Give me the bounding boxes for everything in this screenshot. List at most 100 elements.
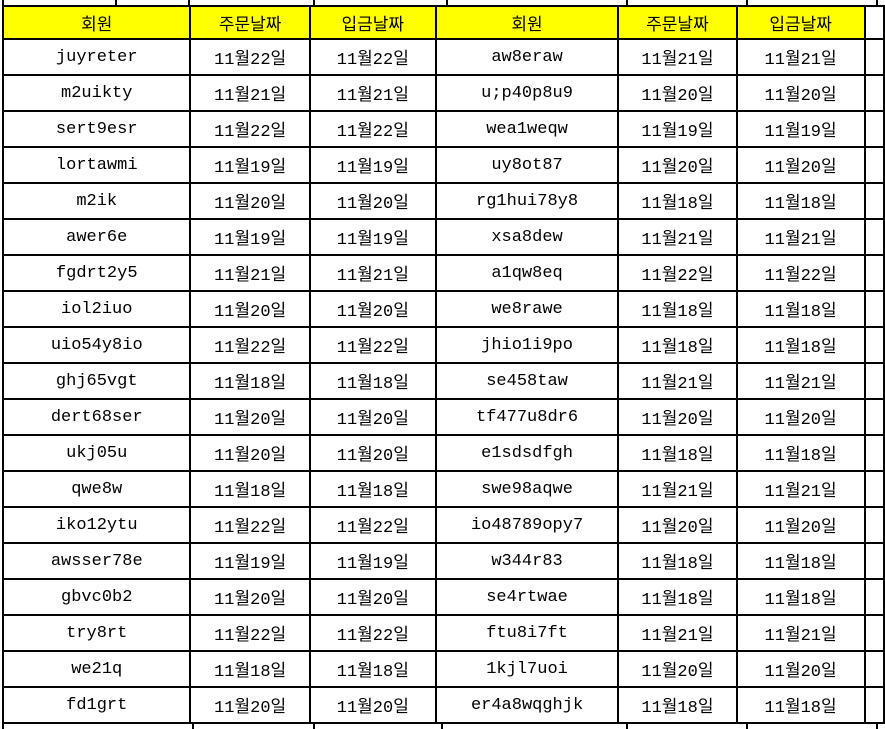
member-cell[interactable]: m2uikty: [1, 74, 192, 112]
member-cell[interactable]: ukj05u: [1, 434, 192, 472]
order-date-cell[interactable]: 11월18일: [617, 578, 738, 616]
deposit-date-cell[interactable]: 11월22일: [308, 506, 437, 544]
order-date-cell[interactable]: 11월20일: [189, 578, 311, 616]
deposit-date-cell[interactable]: 11월20일: [308, 434, 437, 472]
member-cell[interactable]: lortawmi: [1, 146, 192, 184]
deposit-date-cell[interactable]: 11월20일: [308, 182, 437, 220]
order-date-cell[interactable]: 11월21일: [617, 38, 738, 76]
deposit-date-cell[interactable]: 11월20일: [735, 74, 866, 112]
member-cell[interactable]: awsser78e: [1, 542, 192, 580]
order-date-cell[interactable]: 11월18일: [189, 650, 311, 688]
member-cell[interactable]: jhio1i9po: [434, 326, 620, 364]
order-date-cell[interactable]: 11월21일: [617, 362, 738, 400]
order-date-cell[interactable]: 11월18일: [189, 362, 311, 400]
order-date-cell[interactable]: 11월18일: [617, 434, 738, 472]
deposit-date-cell[interactable]: 11월21일: [735, 362, 866, 400]
header-cell-deposit-date[interactable]: 입금날짜: [308, 5, 437, 40]
member-cell[interactable]: e1sdsdfgh: [434, 434, 620, 472]
order-date-cell[interactable]: 11월19일: [189, 146, 311, 184]
member-cell[interactable]: er4a8wqghjk: [434, 686, 620, 724]
deposit-date-cell[interactable]: 11월20일: [308, 398, 437, 436]
deposit-date-cell[interactable]: 11월20일: [735, 506, 866, 544]
order-date-cell[interactable]: 11월21일: [617, 614, 738, 652]
member-cell[interactable]: aw8eraw: [434, 38, 620, 76]
deposit-date-cell[interactable]: 11월22일: [308, 110, 437, 148]
deposit-date-cell[interactable]: 11월20일: [735, 146, 866, 184]
member-cell[interactable]: ftu8i7ft: [434, 614, 620, 652]
order-date-cell[interactable]: 11월20일: [189, 290, 311, 328]
member-cell[interactable]: 1kjl7uoi: [434, 650, 620, 688]
deposit-date-cell[interactable]: 11월20일: [308, 686, 437, 724]
order-date-cell[interactable]: 11월22일: [189, 38, 311, 76]
deposit-date-cell[interactable]: 11월20일: [735, 398, 866, 436]
deposit-date-cell[interactable]: 11월21일: [735, 470, 866, 508]
deposit-date-cell[interactable]: 11월20일: [308, 578, 437, 616]
deposit-date-cell[interactable]: 11월18일: [735, 326, 866, 364]
order-date-cell[interactable]: 11월19일: [189, 218, 311, 256]
deposit-date-cell[interactable]: 11월19일: [308, 146, 437, 184]
deposit-date-cell[interactable]: 11월21일: [308, 74, 437, 112]
deposit-date-cell[interactable]: 11월22일: [735, 254, 866, 292]
order-date-cell[interactable]: 11월20일: [617, 650, 738, 688]
order-date-cell[interactable]: 11월21일: [617, 218, 738, 256]
order-date-cell[interactable]: 11월21일: [189, 254, 311, 292]
member-cell[interactable]: we8rawe: [434, 290, 620, 328]
header-cell-order-date[interactable]: 주문날짜: [189, 5, 311, 40]
deposit-date-cell[interactable]: 11월21일: [735, 38, 866, 76]
order-date-cell[interactable]: 11월19일: [189, 542, 311, 580]
deposit-date-cell[interactable]: 11월18일: [308, 470, 437, 508]
deposit-date-cell[interactable]: 11월21일: [308, 254, 437, 292]
order-date-cell[interactable]: 11월22일: [189, 110, 311, 148]
deposit-date-cell[interactable]: 11월22일: [308, 326, 437, 364]
member-cell[interactable]: sert9esr: [1, 110, 192, 148]
member-cell[interactable]: juyreter: [1, 38, 192, 76]
order-date-cell[interactable]: 11월18일: [617, 326, 738, 364]
order-date-cell[interactable]: 11월20일: [617, 398, 738, 436]
order-date-cell[interactable]: 11월20일: [617, 506, 738, 544]
order-date-cell[interactable]: 11월18일: [617, 182, 738, 220]
deposit-date-cell[interactable]: 11월20일: [735, 650, 866, 688]
member-cell[interactable]: iol2iuo: [1, 290, 192, 328]
header-cell-member[interactable]: 회원: [1, 5, 192, 40]
order-date-cell[interactable]: 11월21일: [617, 470, 738, 508]
deposit-date-cell[interactable]: 11월18일: [735, 542, 866, 580]
member-cell[interactable]: try8rt: [1, 614, 192, 652]
deposit-date-cell[interactable]: 11월21일: [735, 614, 866, 652]
member-cell[interactable]: xsa8dew: [434, 218, 620, 256]
member-cell[interactable]: tf477u8dr6: [434, 398, 620, 436]
order-date-cell[interactable]: 11월21일: [189, 74, 311, 112]
member-cell[interactable]: swe98aqwe: [434, 470, 620, 508]
order-date-cell[interactable]: 11월22일: [617, 254, 738, 292]
deposit-date-cell[interactable]: 11월19일: [308, 218, 437, 256]
deposit-date-cell[interactable]: 11월18일: [735, 182, 866, 220]
member-cell[interactable]: qwe8w: [1, 470, 192, 508]
member-cell[interactable]: io48789opy7: [434, 506, 620, 544]
member-cell[interactable]: uy8ot87: [434, 146, 620, 184]
member-cell[interactable]: w344r83: [434, 542, 620, 580]
order-date-cell[interactable]: 11월20일: [617, 74, 738, 112]
order-date-cell[interactable]: 11월18일: [617, 290, 738, 328]
order-date-cell[interactable]: 11월18일: [189, 470, 311, 508]
header-cell-deposit-date[interactable]: 입금날짜: [735, 5, 866, 40]
order-date-cell[interactable]: 11월20일: [617, 146, 738, 184]
deposit-date-cell[interactable]: 11월21일: [735, 218, 866, 256]
order-date-cell[interactable]: 11월22일: [189, 326, 311, 364]
member-cell[interactable]: fd1grt: [1, 686, 192, 724]
member-cell[interactable]: se458taw: [434, 362, 620, 400]
order-date-cell[interactable]: 11월18일: [617, 542, 738, 580]
deposit-date-cell[interactable]: 11월19일: [735, 110, 866, 148]
deposit-date-cell[interactable]: 11월18일: [735, 434, 866, 472]
member-cell[interactable]: se4rtwae: [434, 578, 620, 616]
header-cell-member[interactable]: 회원: [434, 5, 620, 40]
order-date-cell[interactable]: 11월22일: [189, 506, 311, 544]
member-cell[interactable]: dert68ser: [1, 398, 192, 436]
member-cell[interactable]: iko12ytu: [1, 506, 192, 544]
deposit-date-cell[interactable]: 11월18일: [735, 578, 866, 616]
deposit-date-cell[interactable]: 11월18일: [735, 290, 866, 328]
order-date-cell[interactable]: 11월20일: [189, 182, 311, 220]
member-cell[interactable]: a1qw8eq: [434, 254, 620, 292]
header-cell-order-date[interactable]: 주문날짜: [617, 5, 738, 40]
order-date-cell[interactable]: 11월22일: [189, 614, 311, 652]
deposit-date-cell[interactable]: 11월19일: [308, 542, 437, 580]
deposit-date-cell[interactable]: 11월18일: [308, 362, 437, 400]
